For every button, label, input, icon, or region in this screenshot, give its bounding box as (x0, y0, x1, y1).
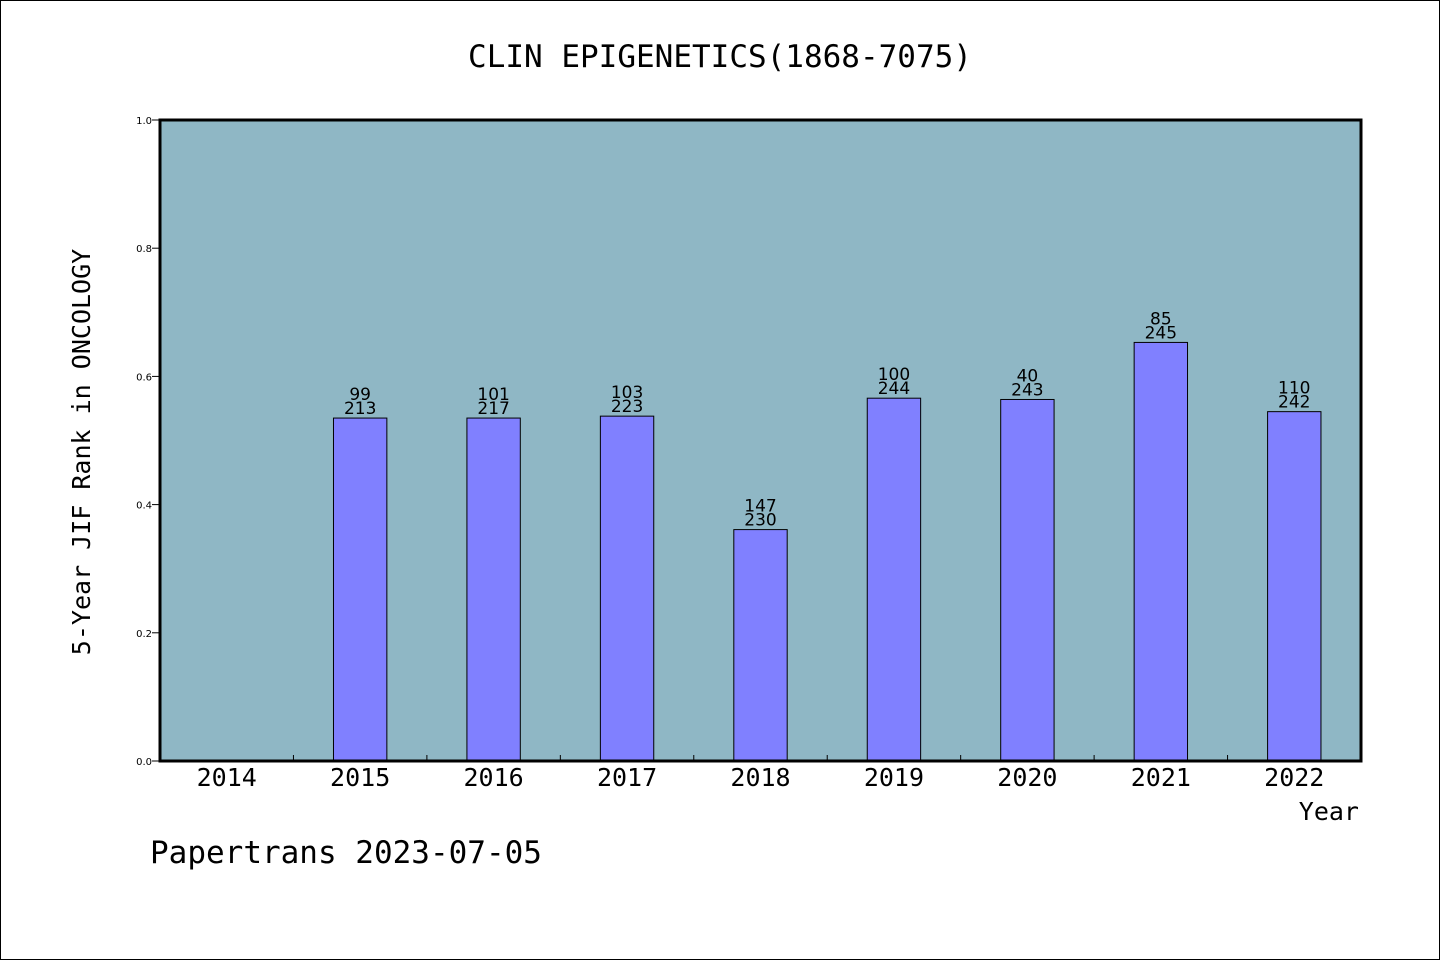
bar-label-bottom: 242 (1278, 393, 1310, 413)
bar-2022 (1267, 411, 1322, 762)
x-tick-label: 2019 (864, 763, 924, 792)
bar-label-top: 101 (477, 385, 509, 405)
bar-series (332, 341, 1322, 762)
y-axis: 0.0 0.2 0.4 0.6 0.8 1.0 (136, 116, 160, 768)
bar-label-top: 103 (611, 383, 643, 403)
x-tick-label: 2014 (197, 763, 257, 792)
bar-label-top: 85 (1150, 309, 1172, 329)
chart-title: CLIN EPIGENETICS(1868-7075) (468, 39, 972, 75)
x-tick-label: 2016 (464, 763, 524, 792)
bar-label-bottom: 243 (1011, 380, 1043, 400)
bar-label-top: 100 (878, 365, 910, 385)
bar-label-bottom: 230 (744, 511, 776, 531)
bar-2017 (599, 415, 655, 762)
y-tick-label: 0.6 (136, 372, 152, 383)
bar-label-bottom: 223 (611, 397, 643, 417)
y-tick-label: 1.0 (136, 116, 152, 127)
y-tick-label: 0.0 (136, 757, 152, 768)
bar-label-bottom: 245 (1145, 323, 1177, 343)
watermark-text: Papertrans 2023-07-05 (150, 835, 542, 871)
x-axis: 2014 2015 2016 2017 2018 2019 2020 2021 2022 (197, 755, 1324, 792)
x-tick-label: 2022 (1264, 763, 1324, 792)
x-tick-label: 2017 (597, 763, 657, 792)
bar-2019 (866, 397, 922, 762)
bar-label-top: 40 (1017, 366, 1039, 386)
y-tick-label: 0.2 (136, 629, 152, 640)
bar-2018 (733, 529, 788, 762)
x-axis-label: Year (1299, 797, 1359, 826)
bar-2015 (332, 417, 388, 762)
bar-label-top: 110 (1278, 379, 1310, 399)
x-tick-label: 2021 (1131, 763, 1191, 792)
bar-label-bottom: 217 (477, 399, 509, 419)
bar-2016 (466, 417, 521, 762)
bar-label-top: 99 (349, 385, 371, 405)
bar-label-bottom: 244 (878, 379, 910, 399)
x-tick-label: 2015 (330, 763, 390, 792)
bar-label-top: 147 (744, 497, 776, 517)
y-axis-label: 5-Year JIF Rank in ONCOLOGY (67, 249, 96, 655)
x-tick-label: 2020 (997, 763, 1057, 792)
plot-border (158, 118, 1363, 763)
y-tick-label: 0.4 (136, 501, 152, 512)
bar-2021 (1133, 341, 1189, 762)
bar-label-bottom: 213 (344, 399, 376, 419)
y-tick-label: 0.8 (136, 244, 152, 255)
x-tick-label: 2018 (730, 763, 790, 792)
bar-2020 (1000, 398, 1055, 762)
